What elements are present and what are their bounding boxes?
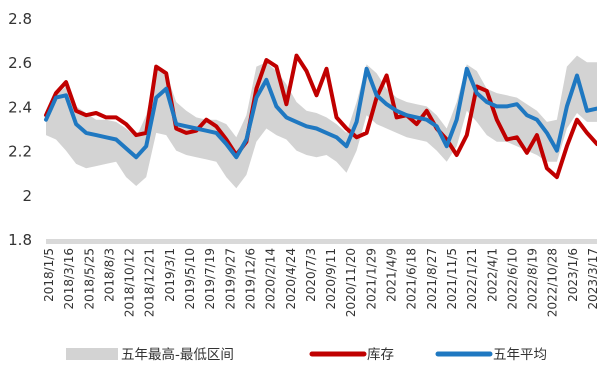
y-tick-label: 1.8 <box>8 231 32 249</box>
legend-label: 库存 <box>367 347 394 363</box>
y-tick-label: 2.2 <box>8 143 32 161</box>
x-tick-label: 2018/12/21 <box>143 248 157 317</box>
x-tick-label: 2021/11/5 <box>445 248 459 310</box>
x-tick-label: 2021/1/29 <box>364 248 378 310</box>
x-tick-label: 2022/8/19 <box>526 248 540 310</box>
x-tick-label: 2020/7/3 <box>304 248 318 302</box>
x-tick-label: 2020/4/24 <box>284 248 298 310</box>
x-tick-label: 2023/3/17 <box>586 248 597 310</box>
x-tick-label: 2022/10/28 <box>546 248 560 317</box>
x-tick-label: 2023/1/6 <box>566 248 580 302</box>
x-tick-label: 2019/9/27 <box>223 248 237 310</box>
x-tick-label: 2018/10/12 <box>123 248 137 317</box>
legend-label: 五年最高-最低区间 <box>121 346 234 363</box>
x-tick-label: 2021/6/18 <box>405 248 419 310</box>
x-tick-label: 2022/1/21 <box>465 248 479 310</box>
x-tick-label: 2018/1/5 <box>42 248 56 302</box>
legend: 五年最高-最低区间 库存 五年平均 <box>66 346 547 363</box>
x-tick-label: 2020/9/11 <box>324 248 338 310</box>
x-tick-label: 2020/11/20 <box>344 248 358 317</box>
y-axis: 1.8 2 2.2 2.4 2.6 2.8 <box>8 10 32 249</box>
x-tick-label: 2020/2/14 <box>264 248 278 310</box>
y-tick-label: 2 <box>22 187 32 205</box>
x-tick-label: 2019/12/6 <box>244 248 258 310</box>
legend-label: 五年平均 <box>493 347 547 363</box>
y-tick-label: 2.8 <box>8 10 32 28</box>
x-tick-label: 2019/3/1 <box>163 248 177 302</box>
x-tick-label: 2021/8/27 <box>425 248 439 310</box>
x-tick-label: 2022/6/10 <box>505 248 519 310</box>
x-tick-label: 2018/3/16 <box>62 248 76 310</box>
plot-area <box>44 53 597 189</box>
x-tick-label: 2022/4/1 <box>485 248 499 302</box>
x-axis-line <box>46 239 597 244</box>
legend-swatch-band <box>66 348 118 360</box>
x-axis: 2018/1/5 2018/3/16 2018/5/25 2018/8/3 2018/1… <box>42 239 597 317</box>
x-tick-label: 2018/8/3 <box>102 248 116 302</box>
band-range-area <box>46 55 597 189</box>
y-tick-label: 2.4 <box>8 98 32 116</box>
x-tick-label: 2019/5/10 <box>183 248 197 310</box>
y-tick-label: 2.6 <box>8 54 32 72</box>
x-tick-label: 2019/7/19 <box>203 248 217 310</box>
x-tick-label: 2021/4/9 <box>385 248 399 302</box>
inventory-line <box>44 53 597 180</box>
five-year-average-line <box>44 66 597 160</box>
x-tick-label: 2018/5/25 <box>82 248 96 310</box>
